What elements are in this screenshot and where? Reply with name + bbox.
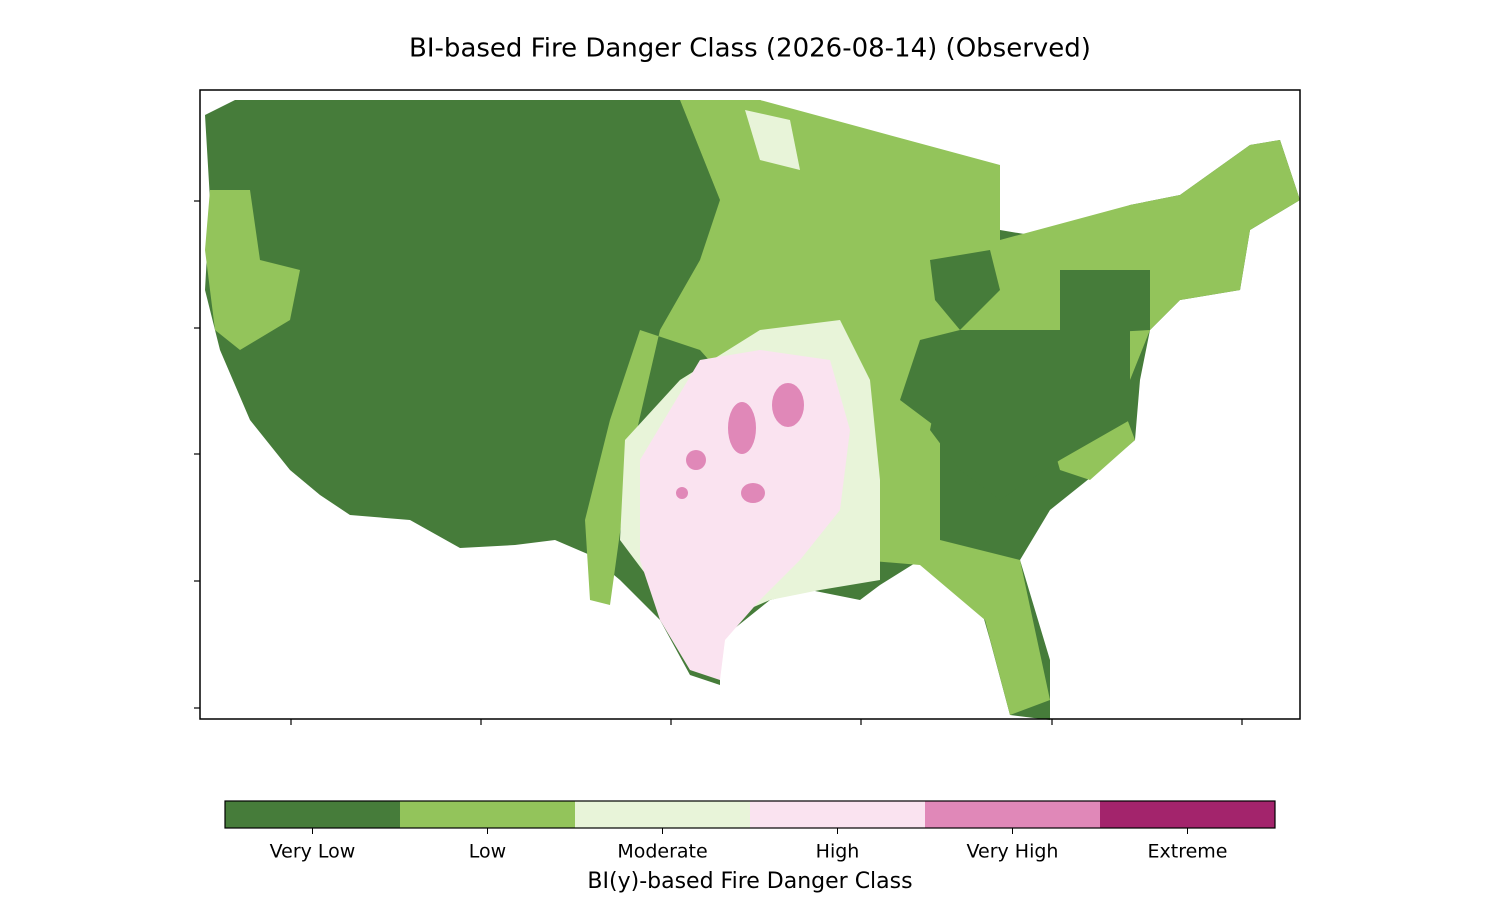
colorbar-tick-label: Moderate <box>617 841 707 863</box>
colorbar-swatch <box>225 801 400 828</box>
colorbar-frame <box>224 800 1276 829</box>
region-very-low <box>1060 270 1150 335</box>
region-very-low <box>930 250 1000 330</box>
region-very-high <box>686 450 706 470</box>
colorbar: Very Low Low Moderate High Very High Extreme <box>225 801 1275 863</box>
colorbar-swatch <box>1100 801 1275 828</box>
colorbar-tick-label: High <box>816 841 860 863</box>
region-low <box>585 100 1300 715</box>
map-layer <box>205 100 1300 720</box>
colorbar-swatch <box>575 801 750 828</box>
region-moderate <box>745 110 800 170</box>
region-very-low <box>930 330 1130 500</box>
region-very-high <box>728 402 756 454</box>
colorbar-swatch <box>400 801 575 828</box>
colorbar-label: BI(y)-based Fire Danger Class <box>587 869 912 894</box>
colorbar-tick-label: Low <box>469 841 506 863</box>
region-very-high <box>676 487 688 499</box>
colorbar-swatch <box>750 801 925 828</box>
colorbar-swatch <box>925 801 1100 828</box>
region-low <box>205 190 300 350</box>
colorbar-tick-label: Very Low <box>270 841 356 863</box>
colorbar-tick-label: Very High <box>967 841 1059 863</box>
region-high <box>640 350 850 680</box>
map-frame <box>199 89 1301 720</box>
region-very-high <box>772 383 804 427</box>
region-very-high <box>741 483 765 503</box>
map-title: BI-based Fire Danger Class (2026-08-14) … <box>409 34 1091 64</box>
axis-ticks <box>194 200 1243 725</box>
colorbar-tick-label: Extreme <box>1148 841 1228 863</box>
